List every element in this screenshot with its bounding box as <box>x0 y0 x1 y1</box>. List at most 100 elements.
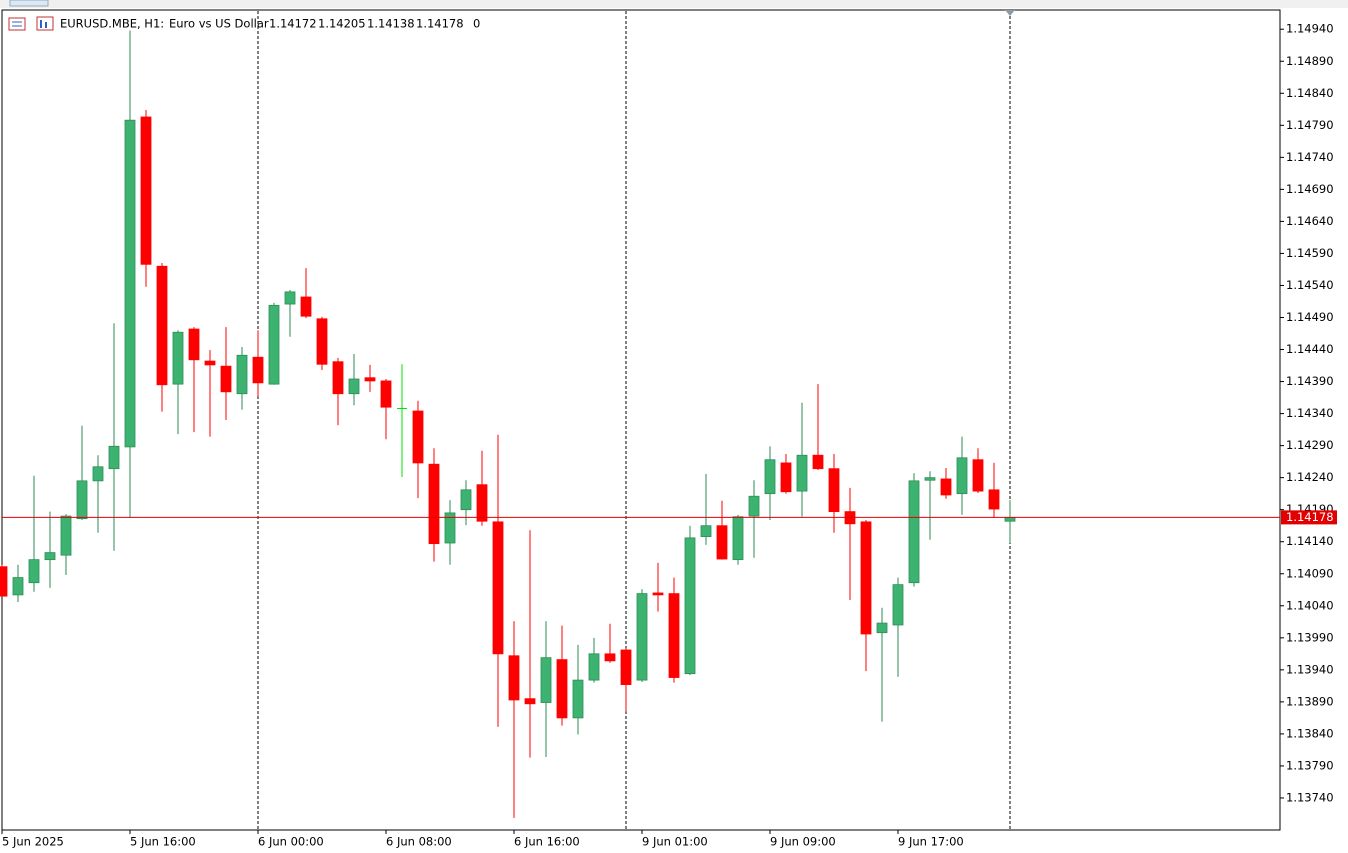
candle-body <box>652 592 664 596</box>
candle-body <box>172 331 184 385</box>
x-tick-label: 9 Jun 01:00 <box>642 835 708 849</box>
candle-body <box>252 356 264 384</box>
x-tick-label: 9 Jun 17:00 <box>898 835 964 849</box>
y-tick-label: 1.14840 <box>1286 86 1334 100</box>
header-close: 1.14178 <box>416 17 464 31</box>
x-tick-label: 6 Jun 00:00 <box>258 835 324 849</box>
candle-body <box>588 653 600 681</box>
candle-body <box>812 454 824 470</box>
x-tick-label: 6 Jun 16:00 <box>514 835 580 849</box>
candle-body <box>684 537 696 675</box>
candle-body <box>732 516 744 561</box>
candle-body <box>316 318 328 365</box>
candle-body <box>140 116 152 265</box>
candle-body <box>348 378 360 395</box>
candle-body <box>972 459 984 492</box>
candle-body <box>12 577 24 596</box>
candle-body <box>860 521 872 635</box>
y-tick-label: 1.14390 <box>1286 374 1334 388</box>
y-tick-label: 1.13890 <box>1286 694 1334 708</box>
y-tick-label: 1.14290 <box>1286 438 1334 452</box>
header-description: Euro vs US Dollar <box>169 17 269 31</box>
candle-body <box>236 354 248 395</box>
candle-body <box>268 304 280 385</box>
bid-label: 1.14178 <box>1286 510 1334 524</box>
candle-body <box>748 495 760 517</box>
candle-body <box>204 360 216 366</box>
candle-body <box>428 463 440 545</box>
y-tick-label: 1.14740 <box>1286 150 1334 164</box>
candle-body <box>700 525 712 537</box>
candle-body <box>988 489 1000 510</box>
y-tick-label: 1.14090 <box>1286 566 1334 580</box>
candle-body <box>412 410 424 464</box>
y-tick-label: 1.14890 <box>1286 54 1334 68</box>
candle-body <box>524 698 536 705</box>
y-tick-label: 1.14240 <box>1286 470 1334 484</box>
candle-body <box>124 119 136 448</box>
toolbar-strip <box>0 0 1348 8</box>
y-tick-label: 1.14640 <box>1286 214 1334 228</box>
y-tick-label: 1.14440 <box>1286 342 1334 356</box>
candle-body <box>668 593 680 678</box>
y-tick-label: 1.14940 <box>1286 22 1334 36</box>
candle-body <box>76 480 88 520</box>
y-tick-label: 1.14690 <box>1286 182 1334 196</box>
x-tick-label: 5 Jun 2025 <box>2 835 64 849</box>
candle-body <box>156 265 168 386</box>
y-tick-label: 1.13840 <box>1286 726 1334 740</box>
header-low: 1.14138 <box>367 17 415 31</box>
candle-body <box>60 515 72 556</box>
candle-body <box>892 584 904 626</box>
candle-body <box>300 296 312 317</box>
candle-body <box>828 468 840 513</box>
candle-body <box>876 622 888 634</box>
y-tick-label: 1.13740 <box>1286 790 1334 804</box>
candle-body <box>476 484 488 522</box>
y-tick-label: 1.14140 <box>1286 534 1334 548</box>
header-icons <box>8 16 54 31</box>
header-open: 1.14172 <box>269 17 317 31</box>
candle-body <box>956 457 968 495</box>
candle-body <box>540 657 552 703</box>
candle-body <box>492 521 504 655</box>
candle-body <box>0 566 8 597</box>
candle-body <box>1004 516 1016 522</box>
plot-area <box>1 9 1281 831</box>
y-tick-label: 1.13790 <box>1286 758 1334 772</box>
candle-body <box>332 361 344 395</box>
y-tick-label: 1.14490 <box>1286 310 1334 324</box>
candle-body <box>620 649 632 685</box>
y-tick-label: 1.13990 <box>1286 630 1334 644</box>
candle-body <box>92 466 104 482</box>
candle-body <box>380 380 392 408</box>
candle-body <box>444 512 456 544</box>
candle-body <box>44 552 56 561</box>
y-tick-label: 1.13940 <box>1286 662 1334 676</box>
header-volume: 0 <box>473 17 480 31</box>
chart-tab[interactable] <box>9 0 49 7</box>
x-tick-label: 6 Jun 08:00 <box>386 835 452 849</box>
candle-body <box>924 477 936 481</box>
candle-body <box>636 593 648 681</box>
candle-body <box>796 454 808 492</box>
candle-body <box>108 445 120 470</box>
candle-body <box>284 291 296 305</box>
candle-body <box>716 525 728 560</box>
y-tick-label: 1.14590 <box>1286 246 1334 260</box>
header-symbol: EURUSD.MBE, H1: <box>60 17 164 31</box>
bid-label-box <box>1281 510 1337 525</box>
header-high: 1.14205 <box>318 17 366 31</box>
candle-body <box>188 328 200 361</box>
candle-body <box>220 365 232 393</box>
candle-body <box>364 377 376 382</box>
candle-body <box>556 659 568 719</box>
candle-body <box>940 478 952 496</box>
y-tick-label: 1.14040 <box>1286 598 1334 612</box>
candle-body <box>764 459 776 495</box>
candle-body <box>460 489 472 511</box>
y-tick-label: 1.14340 <box>1286 406 1334 420</box>
candle-body <box>908 480 920 584</box>
